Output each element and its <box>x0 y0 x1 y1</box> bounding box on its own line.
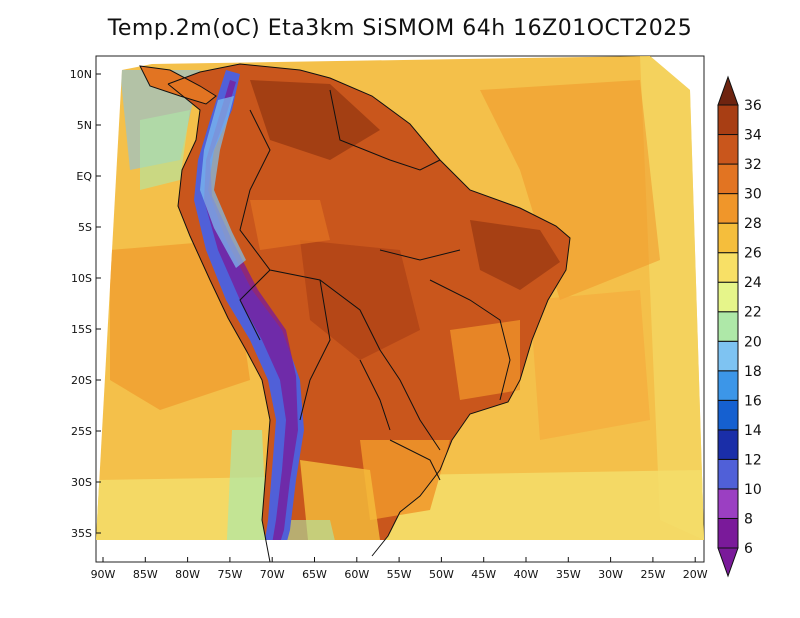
colorbar-label: 6 <box>744 541 753 557</box>
lat-label: 25S <box>71 425 92 438</box>
colorbar-segment <box>717 488 739 519</box>
colorbar: 6 8 10 12 14 16 18 20 22 24 26 28 30 32 34 36 <box>717 75 762 578</box>
lat-label: EQ <box>76 170 92 183</box>
lat-label: 5S <box>78 221 92 234</box>
colorbar-segment <box>717 399 739 431</box>
lon-label: 70W <box>260 568 285 581</box>
lon-label: 50W <box>429 568 454 581</box>
ocean-warm-atlantic <box>480 80 660 300</box>
lon-label: 55W <box>387 568 412 581</box>
colorbar-label: 22 <box>744 305 762 321</box>
lon-label: 85W <box>133 568 158 581</box>
colorbar-segment <box>717 222 739 254</box>
lon-label: 75W <box>217 568 242 581</box>
colorbar-label: 20 <box>744 334 762 350</box>
country-borders <box>139 63 571 563</box>
land-warm-southeast <box>450 320 520 400</box>
lat-label: 35S <box>71 527 92 540</box>
colorbar-arrow-top <box>717 75 739 106</box>
ocean-cool-coast-south <box>226 430 268 540</box>
temperature-field <box>96 56 704 540</box>
colorbar-label: 24 <box>744 275 762 291</box>
lon-label: 35W <box>556 568 581 581</box>
colorbar-label: 14 <box>744 423 762 439</box>
lon-label: 60W <box>344 568 369 581</box>
colorbar-label: 18 <box>744 364 762 380</box>
land-hot-central <box>300 240 420 360</box>
colorbar-segment <box>717 163 739 195</box>
colorbar-segment <box>717 429 739 460</box>
colorbar-segment <box>717 517 739 549</box>
lat-label: 30S <box>71 476 92 489</box>
lat-label: 10N <box>70 68 92 81</box>
lat-label: 20S <box>71 374 92 387</box>
colorbar-segment <box>717 458 739 490</box>
land-warm-amazon <box>250 200 330 250</box>
central-america-land <box>140 66 216 104</box>
ocean-cool-east <box>640 56 704 540</box>
colorbar-segment <box>717 252 739 283</box>
lon-label: 90W <box>91 568 116 581</box>
latitude-labels: 10N 5N EQ 5S 10S 15S 20S 25S 30S 35S <box>70 68 101 540</box>
colorbar-segment <box>717 134 739 165</box>
land-hot-northeast <box>470 220 560 290</box>
lat-label: 5N <box>77 119 92 132</box>
land-warm-south <box>360 440 450 520</box>
andes-cool-fringe <box>200 96 246 268</box>
colorbar-label: 12 <box>744 452 762 468</box>
lat-label: 10S <box>71 272 92 285</box>
colorbar-arrow-bottom <box>717 547 739 578</box>
colorbar-label: 16 <box>744 393 762 409</box>
andes-colder-core <box>204 80 298 540</box>
longitude-labels: 90W 85W 80W 75W 70W 65W 60W 55W 50W 45W 40W 35W 30W 2… <box>91 557 708 581</box>
ocean-cool-pacific-north-2 <box>140 110 190 190</box>
ocean-warm-sw-atlantic <box>530 290 650 440</box>
land-hot-north <box>250 80 380 160</box>
lon-label: 80W <box>175 568 200 581</box>
lat-label: 15S <box>71 323 92 336</box>
lon-label: 65W <box>302 568 327 581</box>
colorbar-label: 30 <box>744 187 762 203</box>
colorbar-label: 26 <box>744 246 762 262</box>
colorbar-label: 34 <box>744 128 762 144</box>
colorbar-segment <box>717 281 739 313</box>
colorbar-label: 28 <box>744 216 762 232</box>
colorbar-segment <box>717 104 739 136</box>
colorbar-label: 10 <box>744 482 762 498</box>
colorbar-segment <box>717 340 739 372</box>
lon-label: 40W <box>514 568 539 581</box>
lon-label: 30W <box>598 568 623 581</box>
colorbar-segment <box>717 370 739 401</box>
map-title: Temp.2m(oC) Eta3km SiSMOM 64h 16Z01OCT20… <box>107 16 693 41</box>
lon-label: 20W <box>683 568 708 581</box>
lon-label: 25W <box>640 568 665 581</box>
colorbar-label: 32 <box>744 157 762 173</box>
lon-label: 45W <box>471 568 496 581</box>
colorbar-label: 8 <box>744 511 753 527</box>
colorbar-segment <box>717 311 739 342</box>
colorbar-label: 36 <box>744 98 762 114</box>
colorbar-segment <box>717 193 739 224</box>
